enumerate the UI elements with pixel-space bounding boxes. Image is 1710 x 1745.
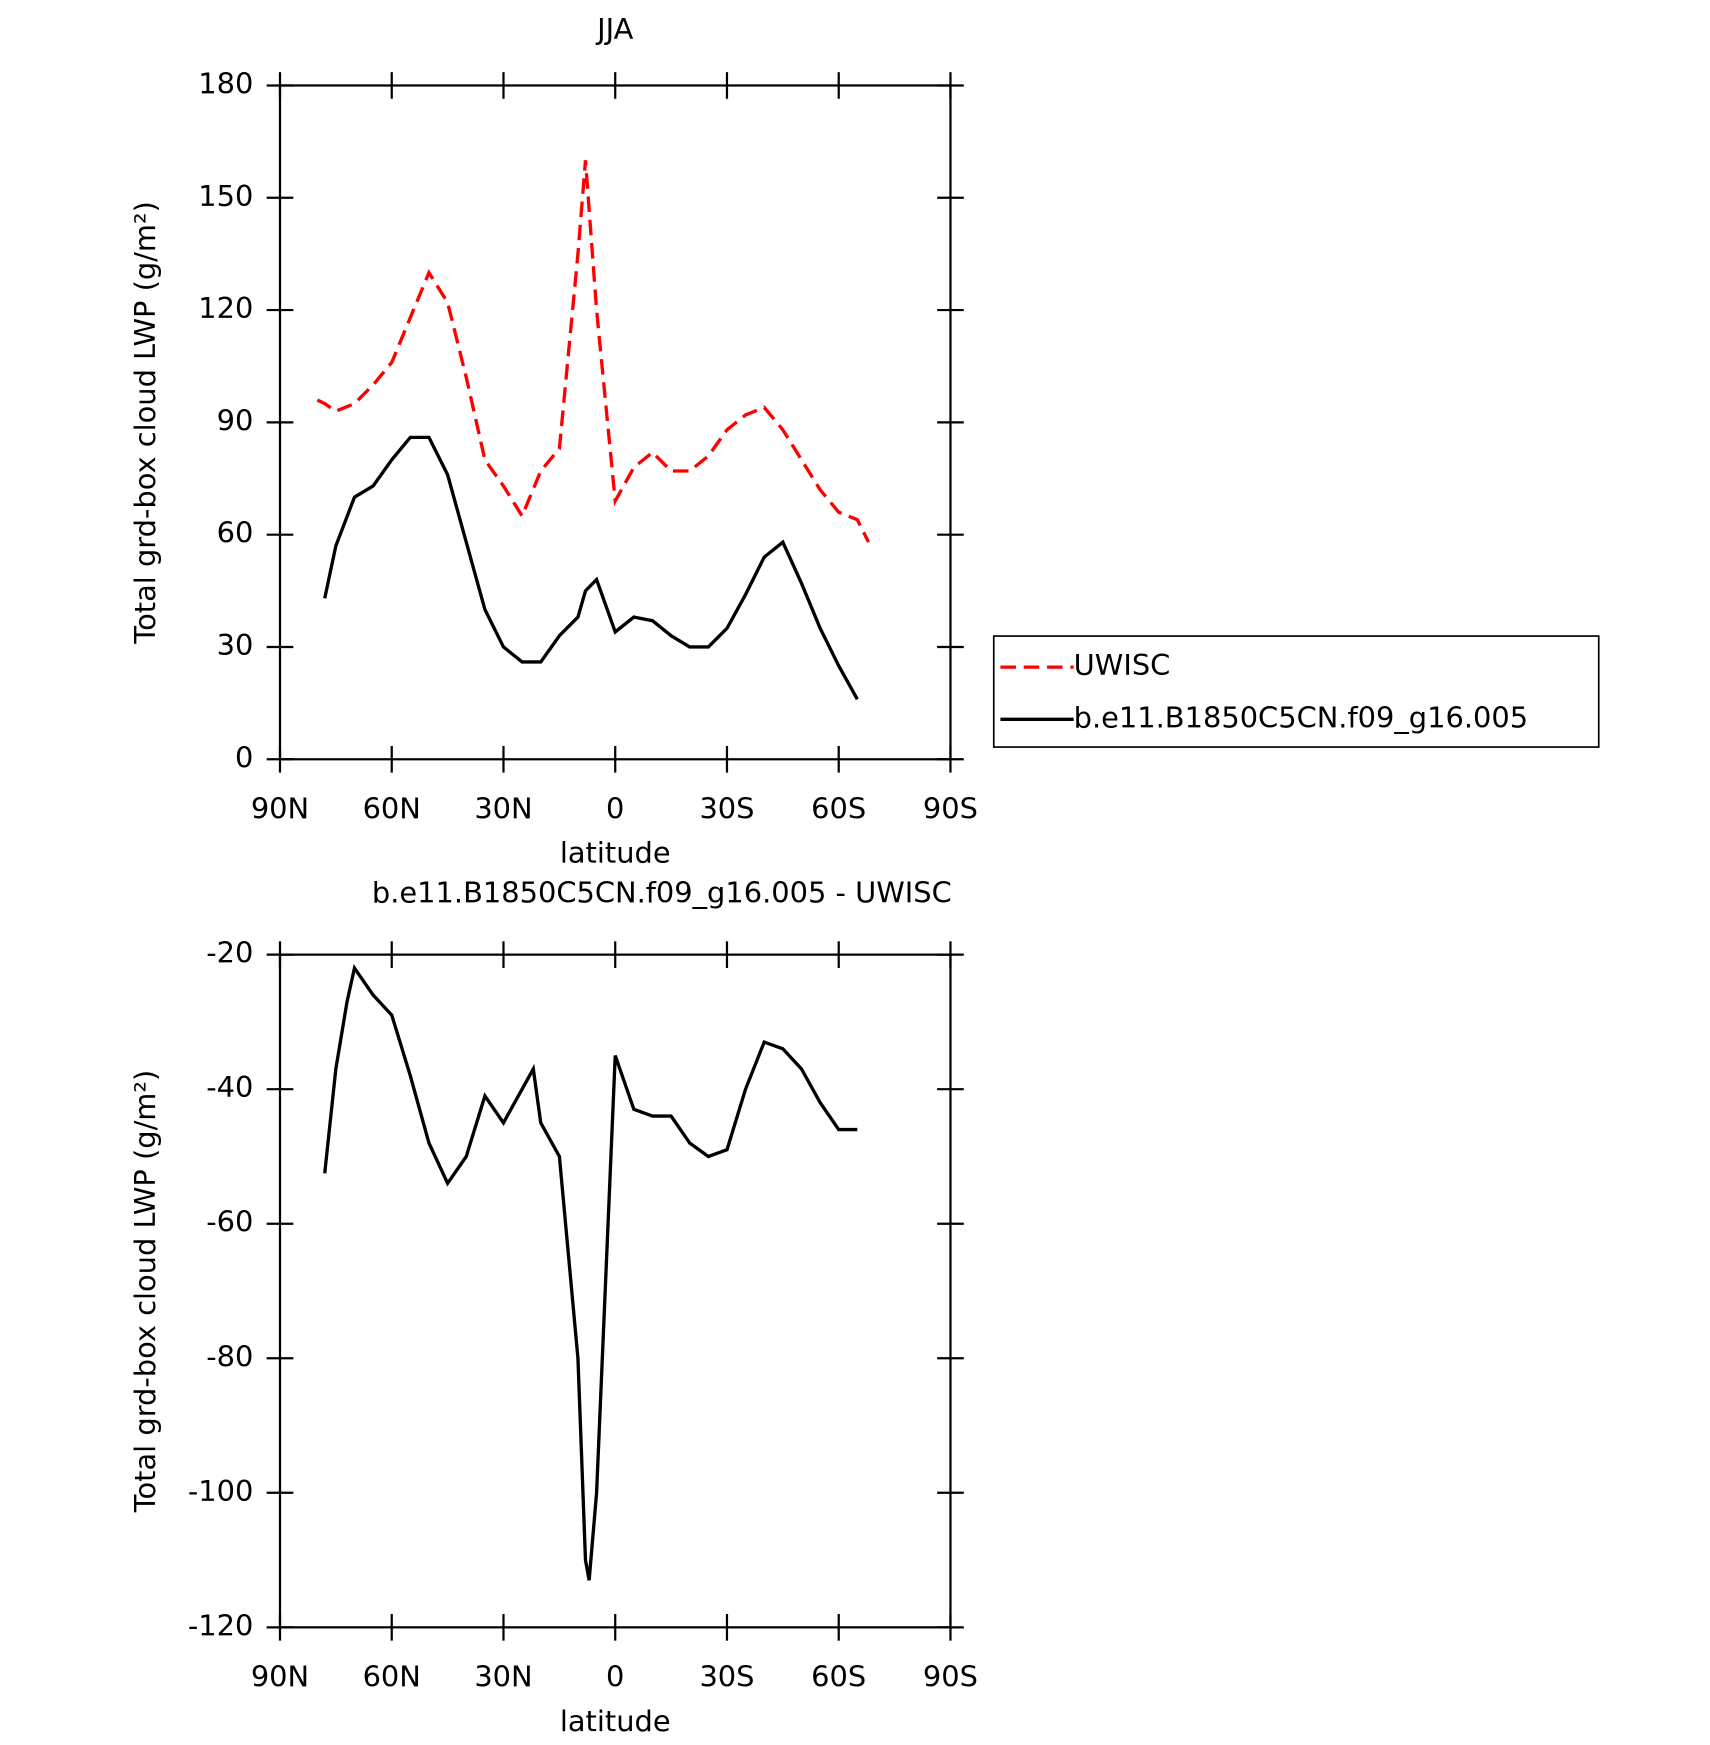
plot-frame — [278, 84, 952, 761]
y-tick-label: -60 — [206, 1205, 253, 1239]
y-tick-label: -40 — [206, 1070, 253, 1104]
y-tick-label: -100 — [188, 1474, 254, 1508]
x-tick-label: 60N — [363, 791, 421, 825]
y-axis-label: Total grd-box cloud LWP (g/m²) — [128, 201, 162, 644]
legend-label: b.e11.B1850C5CN.f09_g16.005 — [1074, 700, 1528, 734]
x-tick-label: 90N — [251, 1659, 309, 1693]
data-line — [323, 963, 858, 1581]
y-tick-label: 30 — [217, 628, 254, 662]
x-tick-label: 30S — [699, 1659, 754, 1693]
data-line — [323, 435, 859, 701]
y-tick-label: 90 — [217, 403, 254, 437]
data-line — [316, 160, 871, 543]
x-tick-label: 0 — [606, 791, 624, 825]
x-tick-label: 90S — [923, 1659, 978, 1693]
x-tick-label: 30N — [474, 791, 532, 825]
y-tick-label: 180 — [198, 66, 253, 100]
y-axis-label: Total grd-box cloud LWP (g/m²) — [128, 1070, 162, 1513]
y-tick-label: 120 — [198, 291, 253, 325]
y-tick-label: -20 — [206, 936, 253, 970]
x-tick-label: 90S — [923, 791, 978, 825]
x-tick-label: 60N — [363, 1659, 421, 1693]
legend-label: UWISC — [1074, 648, 1171, 682]
y-tick-label: 60 — [217, 516, 254, 550]
x-axis-label: latitude — [560, 836, 671, 870]
x-tick-label: 0 — [606, 1659, 624, 1693]
x-tick-label: 30N — [474, 1659, 532, 1693]
y-tick-label: -80 — [206, 1339, 253, 1373]
x-tick-label: 90N — [251, 791, 309, 825]
y-tick-label: 0 — [235, 740, 253, 774]
chart-title: b.e11.B1850C5CN.f09_g16.005 - UWISC — [372, 876, 952, 910]
x-tick-label: 60S — [811, 1659, 866, 1693]
chart-title: JJA — [595, 12, 634, 46]
x-axis-label: latitude — [560, 1704, 671, 1738]
y-tick-label: 150 — [198, 179, 253, 213]
y-tick-label: -120 — [188, 1608, 254, 1642]
x-tick-label: 30S — [699, 791, 754, 825]
legend-box — [992, 635, 1600, 748]
x-tick-label: 60S — [811, 791, 866, 825]
